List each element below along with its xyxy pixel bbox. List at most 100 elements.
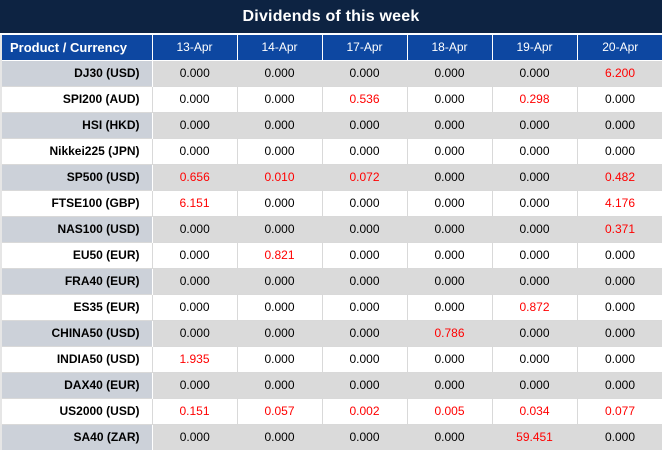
value-cell: 0.000 xyxy=(576,293,662,321)
table-row: Nikkei225 (JPN) 0.000 0.000 0.000 0.000 0.000… xyxy=(0,137,662,165)
value-cell: 0.000 xyxy=(576,241,662,269)
value-cell: 0.000 xyxy=(407,424,492,450)
value-cell: 0.000 xyxy=(577,320,662,346)
table-row: EU50 (EUR) 0.000 0.821 0.000 0.000 0.000 0.000 xyxy=(0,241,662,269)
value-cell: 0.000 xyxy=(492,112,577,138)
value-cell: 0.371 xyxy=(577,216,662,242)
value-cell: 0.000 xyxy=(491,345,578,373)
value-cell: 0.000 xyxy=(236,345,323,373)
value-cell: 0.000 xyxy=(322,372,407,398)
value-cell: 0.000 xyxy=(407,216,492,242)
product-cell: SA40 (ZAR) xyxy=(1,424,153,450)
value-cell: 0.000 xyxy=(407,268,492,294)
table-row: NAS100 (USD) 0.000 0.000 0.000 0.000 0.000 0.3… xyxy=(1,216,662,242)
product-cell: DAX40 (EUR) xyxy=(1,372,153,398)
title-bar: Dividends of this week xyxy=(0,0,662,33)
value-cell: 0.000 xyxy=(492,372,577,398)
value-cell: 0.000 xyxy=(152,268,237,294)
value-cell: 0.010 xyxy=(237,164,322,190)
value-cell: 0.000 xyxy=(236,85,323,113)
value-cell: 0.000 xyxy=(152,60,237,86)
value-cell: 0.000 xyxy=(576,85,662,113)
value-cell: 0.000 xyxy=(576,345,662,373)
value-cell: 0.072 xyxy=(322,164,407,190)
product-cell: FRA40 (EUR) xyxy=(1,268,153,294)
value-cell: 0.000 xyxy=(576,137,662,165)
value-cell: 0.298 xyxy=(491,85,578,113)
value-cell: 59.451 xyxy=(492,424,577,450)
value-cell: 0.000 xyxy=(406,85,493,113)
value-cell: 0.000 xyxy=(577,424,662,450)
value-cell: 0.000 xyxy=(322,112,407,138)
value-cell: 6.200 xyxy=(577,60,662,86)
value-cell: 0.000 xyxy=(322,216,407,242)
column-header-product: Product / Currency xyxy=(1,35,153,61)
value-cell: 0.000 xyxy=(406,293,493,321)
table-row: SPI200 (AUD) 0.000 0.000 0.536 0.000 0.298 0.0… xyxy=(0,85,662,113)
page-title: Dividends of this week xyxy=(242,7,420,25)
value-cell: 0.656 xyxy=(152,164,237,190)
value-cell: 0.000 xyxy=(236,137,323,165)
table-row: US2000 (USD) 0.151 0.057 0.002 0.005 0.034 0.0… xyxy=(0,397,662,425)
product-cell: DJ30 (USD) xyxy=(1,60,153,86)
value-cell: 0.002 xyxy=(321,397,408,425)
value-cell: 0.000 xyxy=(151,241,238,269)
value-cell: 6.151 xyxy=(151,189,238,217)
value-cell: 0.000 xyxy=(577,372,662,398)
product-cell: CHINA50 (USD) xyxy=(1,320,153,346)
value-cell: 0.000 xyxy=(151,137,238,165)
value-cell: 0.000 xyxy=(321,345,408,373)
table-row: DAX40 (EUR) 0.000 0.000 0.000 0.000 0.000 0.00… xyxy=(1,372,662,398)
value-cell: 0.000 xyxy=(236,189,323,217)
value-cell: 0.000 xyxy=(491,189,578,217)
value-cell: 0.872 xyxy=(491,293,578,321)
table-row: ES35 (EUR) 0.000 0.000 0.000 0.000 0.872 0.000 xyxy=(0,293,662,321)
table-row: SA40 (ZAR) 0.000 0.000 0.000 0.000 59.451 0.00… xyxy=(1,424,662,450)
column-header-date: 19-Apr xyxy=(492,35,578,61)
value-cell: 0.000 xyxy=(152,372,237,398)
column-header-date: 20-Apr xyxy=(577,35,662,61)
value-cell: 0.000 xyxy=(492,60,577,86)
value-cell: 0.000 xyxy=(407,60,492,86)
value-cell: 0.000 xyxy=(237,268,322,294)
value-cell: 0.000 xyxy=(492,320,577,346)
value-cell: 0.482 xyxy=(577,164,662,190)
value-cell: 0.000 xyxy=(236,293,323,321)
product-cell: HSI (HKD) xyxy=(1,112,153,138)
value-cell: 0.000 xyxy=(237,216,322,242)
value-cell: 0.000 xyxy=(406,189,493,217)
value-cell: 0.000 xyxy=(152,320,237,346)
value-cell: 4.176 xyxy=(576,189,662,217)
value-cell: 0.057 xyxy=(236,397,323,425)
table-row: CHINA50 (USD) 0.000 0.000 0.000 0.786 0.000 0.… xyxy=(1,320,662,346)
product-cell: SP500 (USD) xyxy=(1,164,153,190)
value-cell: 0.000 xyxy=(152,216,237,242)
product-cell: Nikkei225 (JPN) xyxy=(0,137,153,165)
value-cell: 0.000 xyxy=(322,424,407,450)
value-cell: 0.000 xyxy=(492,164,577,190)
value-cell: 0.000 xyxy=(406,137,493,165)
value-cell: 0.000 xyxy=(322,268,407,294)
value-cell: 0.034 xyxy=(491,397,578,425)
product-cell: EU50 (EUR) xyxy=(0,241,153,269)
value-cell: 0.000 xyxy=(322,320,407,346)
value-cell: 0.000 xyxy=(491,137,578,165)
value-cell: 0.000 xyxy=(407,112,492,138)
value-cell: 0.000 xyxy=(237,112,322,138)
header-row: Product / Currency 13-Apr 14-Apr 17-Apr … xyxy=(1,35,662,61)
value-cell: 0.000 xyxy=(237,60,322,86)
product-cell: ES35 (EUR) xyxy=(0,293,153,321)
table-row: FRA40 (EUR) 0.000 0.000 0.000 0.000 0.000 0.00… xyxy=(1,268,662,294)
value-cell: 0.000 xyxy=(321,137,408,165)
value-cell: 0.000 xyxy=(406,241,493,269)
table-row: HSI (HKD) 0.000 0.000 0.000 0.000 0.000 0.000 xyxy=(1,112,662,138)
column-header-date: 14-Apr xyxy=(237,35,323,61)
value-cell: 0.000 xyxy=(321,189,408,217)
value-cell: 0.000 xyxy=(151,85,238,113)
value-cell: 0.000 xyxy=(151,293,238,321)
value-cell: 0.000 xyxy=(152,424,237,450)
column-header-date: 17-Apr xyxy=(322,35,408,61)
value-cell: 1.935 xyxy=(151,345,238,373)
table-row: INDIA50 (USD) 1.935 0.000 0.000 0.000 0.000 0.… xyxy=(0,345,662,373)
table-body: DJ30 (USD) 0.000 0.000 0.000 0.000 0.000 6.200… xyxy=(0,60,662,450)
